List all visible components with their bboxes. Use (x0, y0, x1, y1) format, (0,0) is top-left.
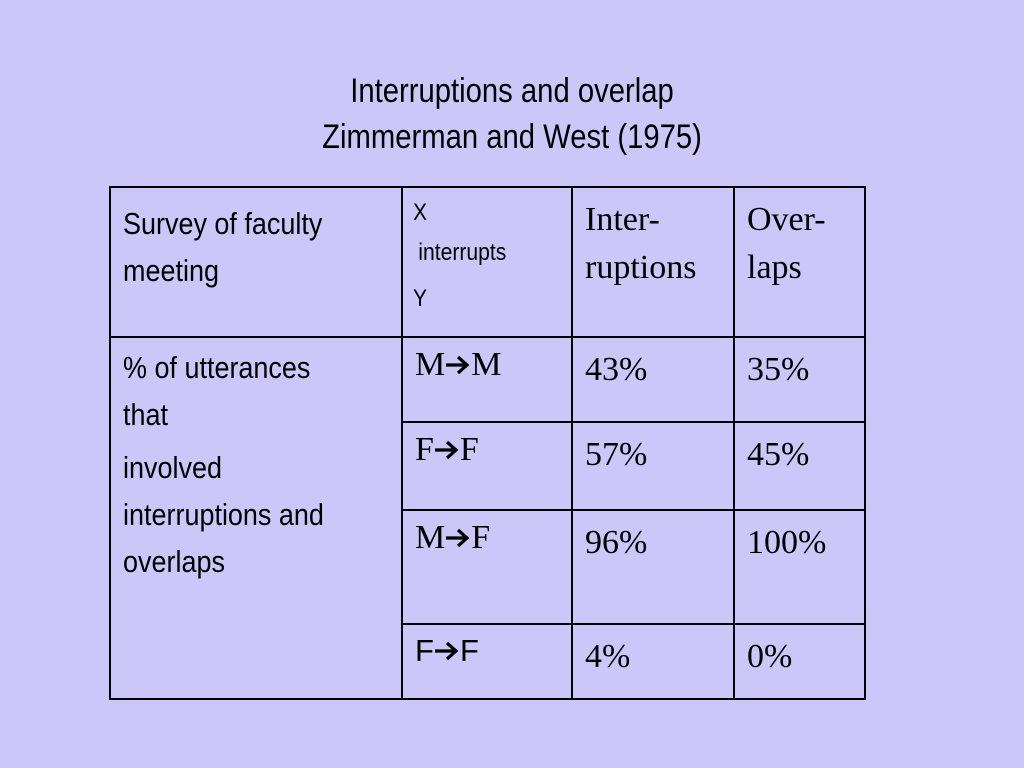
overlaps-value: 45% (747, 436, 810, 473)
header-interruptions-cell: Inter- ruptions (571, 186, 735, 338)
direction-from: F (415, 431, 434, 468)
direction-from: F (415, 633, 434, 668)
right-arrow-icon (445, 527, 471, 549)
header-overlaps-cell: Over- laps (733, 186, 866, 338)
row-label-line-3: involved (123, 450, 222, 485)
header-survey-line-2: meeting (123, 253, 219, 288)
right-arrow-icon (445, 354, 471, 376)
row-label-line-1: % of utterances (123, 350, 311, 385)
header-overlaps-line-1: Over- (747, 201, 826, 238)
direction-cell: M M (401, 336, 573, 423)
interruptions-value: 43% (585, 351, 648, 388)
table-header-row: Survey of faculty meeting X interrupts Y… (109, 186, 866, 338)
table-row: F F 57% 45% (110, 421, 866, 511)
interruptions-cell: 57% (571, 421, 735, 511)
overlaps-value: 100% (747, 524, 827, 561)
header-interruptions-line-2: ruptions (585, 249, 697, 286)
interruptions-value: 57% (585, 436, 648, 473)
header-survey-cell: Survey of faculty meeting (109, 186, 403, 338)
interruptions-value: 4% (585, 638, 631, 675)
direction-pair: M F (415, 519, 490, 557)
interruptions-value: 96% (585, 524, 648, 561)
header-direction-cell: X interrupts Y (401, 186, 573, 338)
direction-from: M (415, 519, 446, 556)
title-line-2: Zimmerman and West (1975) (322, 118, 702, 156)
table-row: M F 96% 100% (110, 509, 866, 625)
row-label-line-4: interruptions and (123, 497, 324, 532)
overlaps-cell: 0% (733, 623, 866, 700)
overlaps-cell: 45% (733, 421, 866, 511)
header-survey-line-1: Survey of faculty (123, 206, 323, 241)
title-line-1: Interruptions and overlap (350, 72, 674, 110)
direction-cell: M F (401, 509, 573, 625)
header-interrupts: interrupts (418, 239, 507, 266)
direction-pair: F F (415, 633, 479, 669)
interruptions-cell: 43% (571, 336, 735, 423)
direction-cell: F F (401, 421, 573, 511)
overlaps-cell: 35% (733, 336, 866, 423)
row-label-line-2: that (123, 397, 168, 432)
direction-from: M (415, 346, 446, 383)
overlaps-value: 0% (747, 638, 793, 675)
row-label-cell: % of utterances that involved interrupti… (109, 336, 403, 700)
overlaps-value: 35% (747, 351, 810, 388)
direction-pair: M M (415, 346, 501, 384)
interruptions-cell: 4% (571, 623, 735, 700)
right-arrow-icon (434, 640, 460, 662)
direction-to: M (471, 346, 502, 383)
interruptions-cell: 96% (571, 509, 735, 625)
table-row: F F 4% 0% (110, 623, 866, 700)
survey-table: Survey of faculty meeting X interrupts Y… (109, 186, 866, 700)
row-label-line-5: overlaps (123, 544, 225, 579)
table-row: % of utterances that involved interrupti… (109, 336, 866, 700)
direction-cell: F F (401, 623, 573, 700)
header-overlaps-line-2: laps (747, 249, 802, 286)
direction-to: F (459, 431, 479, 468)
header-y: Y (413, 285, 428, 312)
overlaps-cell: 100% (733, 509, 866, 625)
header-interruptions-line-1: Inter- (585, 201, 660, 238)
right-arrow-icon (434, 439, 460, 461)
header-x: X (413, 199, 428, 226)
direction-to: F (459, 633, 479, 668)
slide-title: Interruptions and overlap Zimmerman and … (72, 68, 953, 160)
direction-to: F (471, 519, 491, 556)
direction-pair: F F (415, 431, 479, 469)
